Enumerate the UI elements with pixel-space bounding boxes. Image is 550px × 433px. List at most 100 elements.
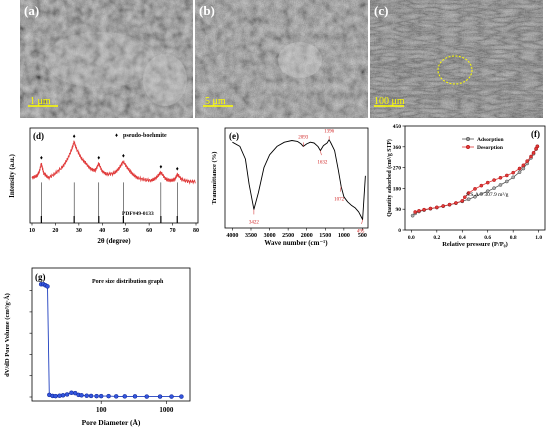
- ftir-peak-pointer: [361, 219, 363, 225]
- bet-point-adsorption: [410, 213, 415, 218]
- panel-f-letter: (f): [531, 129, 540, 139]
- panel-d: (d) ♦ pseudo-boehmite PDF#49-0133 ♦ ♦ ♦ ♦ ♦ ♦…: [8, 127, 199, 245]
- ftir-x-tick-label: 500: [358, 233, 367, 239]
- bet-point-desorption: [473, 187, 477, 191]
- bet-y-tick-label: 360: [393, 145, 402, 151]
- ftir-x-tick-label: 2500: [282, 233, 294, 239]
- bet-x-tick-label: 0.2: [433, 235, 440, 241]
- sem-a-scale-label: 1 μm: [30, 96, 51, 107]
- bet-point-desorption: [479, 183, 484, 188]
- bet-point-desorption: [441, 204, 445, 208]
- bet-y-tick-label: 270: [393, 166, 402, 172]
- bet-point-desorption: [498, 175, 503, 180]
- bet-point-adsorption: [473, 194, 477, 199]
- bet-point-desorption: [511, 170, 515, 175]
- panel-d-letter: (d): [33, 131, 44, 141]
- ftir-peak-label: 1396: [324, 130, 335, 135]
- bet-point-desorption: [492, 178, 496, 182]
- panel-d-legend-mark: ♦: [115, 133, 118, 139]
- ftir-peak-pointer: [339, 186, 342, 192]
- bet-y-tick-label: 90: [396, 207, 402, 213]
- ftir-peak-label: 495: [357, 229, 365, 234]
- sem-image-c: (c) 100 μm: [370, 0, 543, 118]
- sem-c-scale-label: 100 μm: [374, 96, 405, 107]
- bet-x-tick-label: 1.0: [535, 235, 542, 241]
- panel-e-frame: [224, 127, 369, 229]
- bet-y-tick-label: 180: [393, 186, 402, 192]
- panel-g-ylabel: dV/dD Pore Volume (cm³/g·Å): [3, 293, 11, 377]
- ftir-peak-pointer: [320, 150, 322, 156]
- sem-b-scale-label: 5 μm: [205, 96, 226, 107]
- ftir-series-line: [232, 139, 366, 220]
- panel-d-legend: pseudo-boehmite: [123, 133, 167, 139]
- bet-point-desorption: [466, 191, 471, 195]
- bet-point-desorption: [534, 146, 538, 151]
- bet-point-desorption: [428, 206, 433, 211]
- psd-point: [157, 394, 163, 399]
- xrd-peak-marker: ♦: [73, 134, 76, 140]
- bet-point-desorption: [417, 209, 421, 213]
- psd-point: [88, 393, 94, 399]
- panel-e-xlabel: Wave number (cm⁻¹): [264, 239, 328, 247]
- bet-point-desorption: [435, 205, 439, 210]
- bet-point-desorption: [447, 202, 452, 207]
- bet-point-adsorption: [479, 192, 484, 196]
- legend-adsorption-marker: [465, 136, 471, 142]
- psd-point: [169, 394, 174, 399]
- panel-e-letter: (e): [229, 131, 239, 141]
- psd-point: [69, 390, 74, 395]
- bet-point-desorption: [525, 159, 529, 163]
- xrd-peak-marker: ♦: [40, 155, 43, 161]
- panel-e-ylabel: Transmittance (%): [211, 152, 218, 205]
- sem-image-a: (a) 1 μm: [20, 0, 193, 118]
- bet-point-adsorption: [466, 197, 471, 202]
- xrd-x-tick-label: 20: [52, 228, 58, 234]
- bet-point-desorption: [454, 201, 458, 205]
- bet-point-adsorption: [517, 170, 522, 175]
- psd-point: [64, 392, 70, 397]
- bet-point-desorption: [463, 195, 467, 199]
- panel-f-frame: [404, 125, 546, 231]
- sem-image-b: (b) 5 μm: [195, 0, 368, 118]
- panel-f-xlabel: Relative pressure (P/P₀): [442, 241, 508, 248]
- bet-point-desorption: [517, 166, 522, 171]
- xrd-peak-marker: ♦: [159, 164, 162, 170]
- ftir-x-tick-label: 1500: [319, 233, 331, 239]
- bet-series-line-desorption: [415, 146, 538, 213]
- bet-point-desorption: [413, 210, 417, 214]
- xrd-peak-marker: ♦: [122, 154, 125, 160]
- psd-point: [53, 393, 58, 399]
- psd-point: [84, 393, 89, 398]
- panel-f-ylabel: Quantity adsorbed (cm³/g STP): [386, 139, 393, 217]
- bet-series-line-adsorption: [412, 146, 538, 216]
- sem-a-letter: (a): [24, 3, 39, 18]
- panel-g-title: Pore size distribution graph: [92, 279, 164, 285]
- psd-point: [113, 394, 119, 399]
- bet-point-desorption: [422, 207, 426, 212]
- panel-e: (e) 4000 3500 3000 2500 2000 1500 1000 500 3422 2…: [211, 127, 369, 247]
- xrd-x-tick-label: 70: [170, 228, 176, 234]
- sem-c-highlight-ellipse: [437, 55, 473, 85]
- panel-g-xlabel: Pore Diameter (Å): [82, 418, 141, 427]
- panel-d-ref-label: PDF#49-0133: [122, 211, 154, 217]
- xrd-x-tick-label: 60: [146, 228, 152, 234]
- psd-point: [132, 394, 138, 399]
- ftir-x-tick-label: 3000: [264, 233, 276, 239]
- bet-y-tick-label: 0: [398, 228, 401, 234]
- panel-g-letter: (g): [35, 272, 46, 282]
- legend-adsorption-label: Adsorption: [477, 137, 504, 143]
- bet-point-desorption: [531, 151, 536, 155]
- panel-d-xlabel: 2θ (degree): [97, 237, 131, 245]
- psd-series-line: [41, 283, 182, 398]
- psd-point: [144, 394, 150, 399]
- bet-point-adsorption: [498, 183, 503, 187]
- xrd-x-tick-label: 30: [76, 228, 82, 234]
- ftir-peak-label: 2093: [298, 135, 309, 140]
- psd-point: [98, 393, 104, 399]
- bet-point-desorption: [485, 180, 490, 185]
- xrd-x-tick-label: 10: [29, 228, 35, 234]
- bet-y-tick-label: 450: [393, 124, 402, 130]
- bet-point-adsorption: [492, 186, 496, 190]
- bet-x-tick-label: 0.4: [459, 235, 466, 241]
